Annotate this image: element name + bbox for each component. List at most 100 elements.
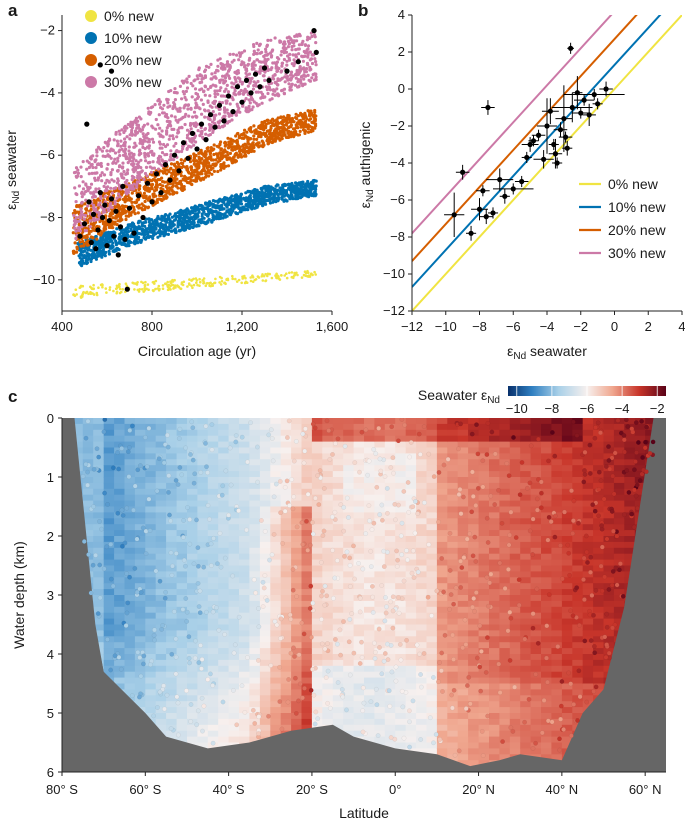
panel-a-model-point — [271, 92, 275, 96]
panel-a-model-point — [293, 127, 297, 131]
panel-a-model-point — [253, 197, 257, 201]
panel-a-model-point — [203, 84, 207, 88]
panel-a-model-point — [218, 142, 222, 146]
panel-a-model-point — [212, 143, 216, 147]
panel-a-model-point — [121, 288, 124, 291]
panel-a-model-point — [303, 43, 308, 48]
panel-a-observation-point — [120, 183, 126, 189]
panel-a-model-point — [121, 231, 125, 235]
panel-b-observation-point — [451, 212, 457, 218]
panel-b-observation-point — [490, 210, 496, 216]
panel-a-model-point — [208, 200, 212, 204]
panel-a-model-point — [292, 120, 296, 124]
panel-b-observation-point — [595, 101, 601, 107]
panel-b-observation-point — [562, 134, 569, 140]
panel-a-model-point — [258, 201, 262, 205]
panel-a-model-point — [282, 115, 286, 119]
panel-a-model-point — [180, 282, 184, 286]
panel-a-model-point — [87, 232, 91, 236]
panel-a-model-point — [295, 33, 299, 37]
panel-a-model-point — [73, 209, 77, 213]
panel-a-model-point — [308, 124, 312, 128]
panel-a-model-point — [119, 144, 123, 148]
panel-c-heatmap-cell — [145, 506, 157, 513]
panel-c-heatmap-cell — [72, 772, 83, 779]
panel-a-model-point — [271, 197, 275, 201]
panel-a-model-point — [237, 136, 241, 140]
panel-a-model-point — [218, 107, 222, 111]
panel-c-heatmap-cell — [155, 423, 167, 431]
panel-a-model-point — [223, 109, 227, 114]
panel-a-model-point — [74, 174, 78, 178]
panel-a-model-point — [121, 161, 125, 165]
panel-a-model-point — [151, 140, 156, 144]
panel-a-model-point — [78, 215, 82, 219]
panel-a-model-point — [226, 90, 230, 94]
panel-a-model-point — [252, 134, 256, 138]
panel-a-model-point — [191, 84, 195, 88]
panel-a-model-point — [132, 175, 136, 180]
panel-a-model-point — [231, 209, 235, 213]
panel-c-heatmap-cell — [134, 506, 146, 513]
panel-a-model-point — [264, 50, 268, 54]
panel-a-model-point — [185, 165, 189, 169]
panel-c-heatmap-cell — [103, 435, 115, 443]
panel-b-x-tick-label: 0 — [611, 319, 618, 334]
panel-a-model-point — [306, 63, 310, 67]
panel-a-model-point — [117, 192, 121, 196]
panel-a-model-point — [101, 236, 105, 240]
panel-a-model-point — [174, 141, 178, 146]
panel-a-y-tick-label: −2 — [40, 23, 55, 38]
panel-c-heatmap-cell — [134, 518, 146, 525]
panel-a-model-point — [274, 274, 278, 278]
panel-c-heatmap-cell — [134, 477, 146, 484]
panel-a-model-point — [235, 280, 239, 283]
panel-a-model-point — [281, 88, 285, 92]
panel-a-model-point — [76, 168, 80, 172]
panel-a-model-point — [179, 158, 183, 162]
panel-a-observation-point — [167, 177, 173, 183]
panel-a-model-point — [197, 155, 201, 159]
panel-a-model-point — [109, 222, 114, 226]
panel-c-heatmap-cell — [134, 571, 146, 578]
panel-a-model-point — [143, 228, 147, 232]
panel-a-model-point — [124, 188, 128, 192]
panel-a-model-point — [202, 277, 206, 280]
panel-c-heatmap-cell — [134, 559, 146, 567]
panel-a-model-point — [259, 135, 263, 139]
panel-a-model-point — [223, 89, 227, 93]
panel-a-model-point — [161, 184, 165, 188]
panel-a-model-point — [210, 72, 214, 76]
panel-a-model-point — [125, 135, 129, 139]
panel-a-model-point — [309, 272, 313, 276]
panel-a-model-point — [290, 275, 294, 279]
panel-a-model-point — [219, 204, 223, 208]
panel-a-model-point — [302, 77, 306, 81]
panel-a-observation-point — [171, 152, 178, 158]
panel-a-model-point — [266, 38, 270, 43]
panel-a-model-point — [216, 169, 220, 174]
panel-a-model-point — [297, 78, 301, 82]
panel-a-model-point — [290, 181, 294, 186]
panel-a-model-point — [266, 274, 269, 278]
panel-c-heatmap-cell — [145, 648, 157, 655]
panel-a-model-point — [274, 65, 278, 69]
panel-a-model-point — [310, 120, 314, 124]
panel-b-observation-point — [535, 132, 542, 138]
panel-a-model-point — [226, 153, 230, 157]
panel-a-model-point — [231, 274, 234, 278]
panel-a-model-point — [283, 80, 287, 84]
panel-a-model-point — [130, 130, 134, 134]
panel-a-model-point — [230, 81, 234, 85]
panel-a-model-point — [98, 219, 102, 224]
panel-a-model-point — [190, 206, 194, 210]
panel-c-heatmap-cell — [155, 494, 167, 502]
panel-a-model-point — [142, 134, 146, 139]
panel-a-model-point — [228, 102, 232, 106]
panel-a-model-point — [241, 80, 245, 84]
panel-b-x-tick-label: −10 — [435, 319, 457, 334]
panel-c-heatmap-cell — [93, 589, 105, 596]
panel-a-model-point — [192, 173, 196, 177]
panel-a-model-point — [173, 170, 177, 174]
